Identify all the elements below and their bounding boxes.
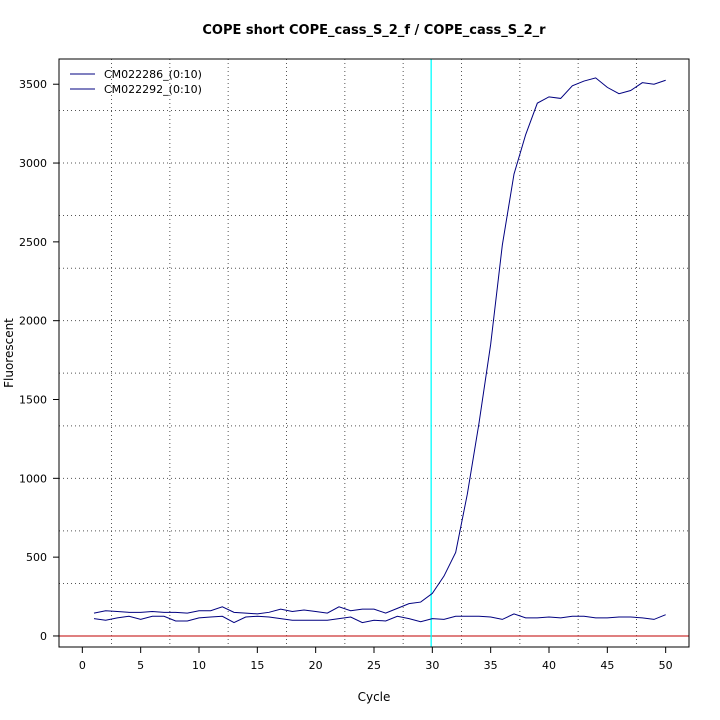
y-tick-label: 2000: [19, 315, 47, 328]
x-tick-label: 10: [192, 659, 206, 672]
y-tick-label: 1000: [19, 472, 47, 485]
x-tick-label: 20: [309, 659, 323, 672]
y-axis: 0 500 1000 1500 2000 2500 3000 3500: [19, 78, 59, 643]
y-tick-label: 3500: [19, 78, 47, 91]
legend-label: CM022292_(0:10): [104, 83, 202, 96]
series-layer: [93, 77, 666, 624]
x-tick-label: 50: [659, 659, 673, 672]
threshold-layer: [59, 59, 689, 647]
chart-title: COPE short COPE_cass_S_2_f / COPE_cass_S…: [202, 23, 546, 38]
legend-label: CM022286_(0:10): [104, 68, 202, 81]
y-tick-label: 2500: [19, 236, 47, 249]
x-tick-label: 25: [367, 659, 381, 672]
y-tick-label: 1500: [19, 394, 47, 407]
x-tick-label: 40: [542, 659, 556, 672]
x-tick-label: 0: [79, 659, 86, 672]
series-line-1: [93, 77, 666, 615]
y-tick-label: 3000: [19, 157, 47, 170]
y-axis-title: Fluorescent: [2, 318, 16, 388]
x-tick-label: 30: [425, 659, 439, 672]
series-line-2: [93, 613, 666, 624]
x-tick-label: 35: [484, 659, 498, 672]
legend: CM022286_(0:10) CM022292_(0:10): [70, 68, 202, 96]
y-tick-label: 500: [26, 551, 47, 564]
x-tick-label: 15: [250, 659, 264, 672]
x-tick-label: 5: [137, 659, 144, 672]
plot-frame: [58, 58, 690, 648]
x-tick-label: 45: [600, 659, 614, 672]
x-axis-title: Cycle: [358, 690, 391, 704]
grid-layer: [59, 59, 689, 647]
x-axis: 0 5 10 15 20 25 30 35 40 45 50: [79, 647, 673, 672]
y-tick-label: 0: [40, 630, 47, 643]
